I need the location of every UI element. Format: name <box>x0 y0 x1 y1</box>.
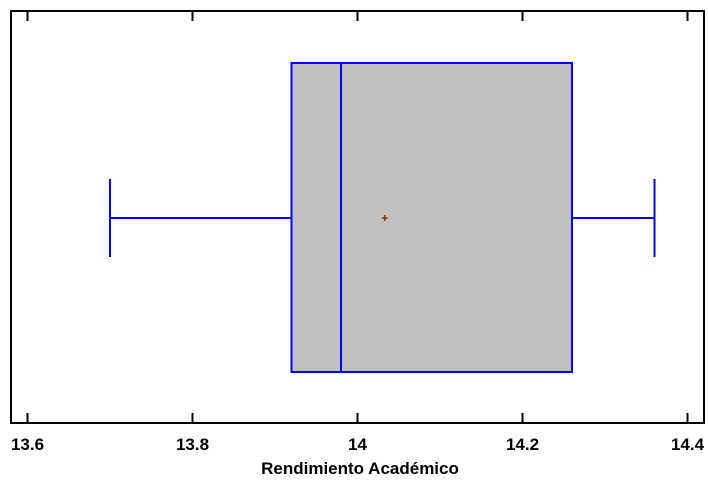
x-axis-tick-labels: 13.6 13.8 14 14.2 14.4 <box>11 435 705 454</box>
mean-marker <box>381 215 388 221</box>
x-tick-label: 14.4 <box>671 435 705 454</box>
x-axis-ticks <box>26 11 689 423</box>
x-axis-label: Rendimiento Académico <box>261 459 459 478</box>
iqr-box <box>290 62 573 373</box>
x-tick-label: 14.2 <box>506 435 539 454</box>
x-tick-label: 13.6 <box>11 435 44 454</box>
x-tick-label: 13.8 <box>176 435 209 454</box>
box-plot <box>109 62 656 373</box>
x-tick-label: 14 <box>348 435 367 454</box>
